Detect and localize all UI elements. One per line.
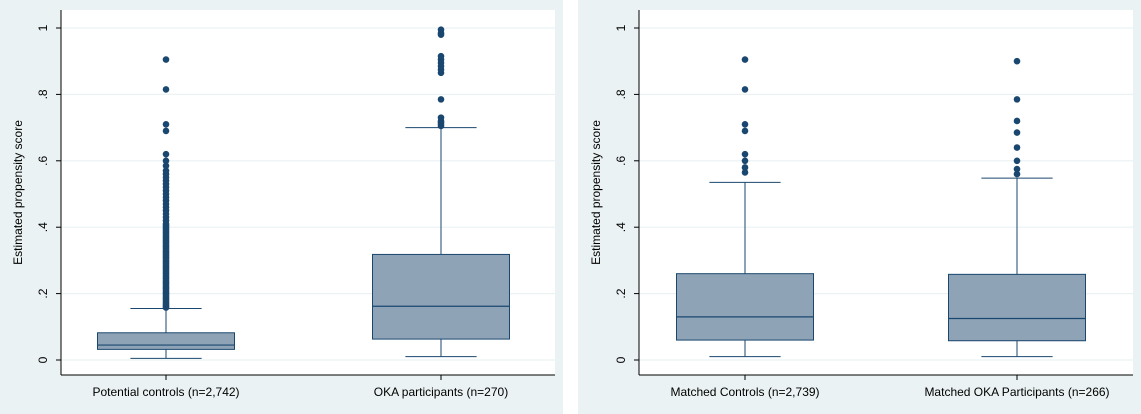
left-chart-box-0-outlier-72 xyxy=(162,120,170,128)
right-chart-box-0-outlier-0 xyxy=(741,169,749,176)
left-chart-box-0-outlier-70 xyxy=(162,150,170,158)
right-chart-box-0-outlier-1 xyxy=(741,164,749,171)
left-chart-x-axis: Potential controls (n=2,742) OKA particip… xyxy=(61,374,555,399)
right-chart-box-1-outlier-1 xyxy=(1013,165,1021,173)
left-chart-y-tick-label-4: .8 xyxy=(36,89,50,99)
right-chart-box-1-outlier-7 xyxy=(1013,57,1021,65)
right-chart-y-tick-label-3: .6 xyxy=(614,155,628,165)
left-chart-y-tick-label-2: .4 xyxy=(36,222,50,232)
left-chart-boxes xyxy=(97,26,510,359)
left-chart-box-0-outlier-73 xyxy=(162,86,170,93)
left-chart-panel: 0 .2 .4 .6 .8 1 Potential controls (n=2,742) O… xyxy=(0,0,563,414)
right-chart-box-0-outlier-7 xyxy=(741,56,749,63)
left-chart-gridlines xyxy=(61,27,555,361)
right-chart-box-1-outlier-4 xyxy=(1013,129,1021,136)
left-chart-category-label-0: Potential controls (n=2,742) xyxy=(92,385,239,399)
left-chart-box-0-outlier-68 xyxy=(162,162,170,170)
left-chart-box-0-outlier-71 xyxy=(162,127,170,135)
left-chart-box-0-iqr-rect xyxy=(97,332,235,350)
right-chart-panel: 0.2.4.6.81 Matched Controls (n=2,739) Mat… xyxy=(578,0,1141,414)
left-chart-box-0-outlier-69 xyxy=(162,157,170,165)
right-chart-box-0-iqr-rect xyxy=(676,273,814,341)
right-chart-box-0-outlier-4 xyxy=(741,127,749,135)
left-chart-box-0-outlier-74 xyxy=(162,56,170,63)
right-chart-y-tick-label-1: .2 xyxy=(614,288,628,298)
left-chart-y-tick-label-5: 1 xyxy=(36,24,50,31)
right-chart-boxes xyxy=(676,56,1086,358)
right-chart-y-axis: 0 .2 .4 .6 .8 1 xyxy=(614,10,640,375)
right-chart-box-0-outlier-2 xyxy=(741,157,749,165)
right-chart-box-1-outlier-6 xyxy=(1013,96,1021,103)
right-chart-box-1-outlier-5 xyxy=(1013,117,1021,125)
left-chart-box-0-outlier-67 xyxy=(162,167,170,175)
left-chart-category-label-1: OKA participants (n=270) xyxy=(374,385,508,399)
right-chart-y-tick-label-0: 0 xyxy=(614,356,628,363)
left-chart-box-1-outlier-11 xyxy=(437,52,445,60)
left-chart-box-group-1 xyxy=(372,26,510,358)
left-chart-y-tick-label-1: .2 xyxy=(36,288,50,298)
right-chart-box-group-1 xyxy=(948,57,1086,358)
right-chart-y-axis-title: Estimated propensity score xyxy=(589,120,603,265)
right-chart-box-0-outlier-5 xyxy=(741,120,749,128)
right-chart-y-tick-label-2: .4 xyxy=(614,222,628,232)
right-chart-box-group-0 xyxy=(676,56,814,358)
left-chart-y-tick-label-3: .6 xyxy=(36,155,50,165)
right-chart-y-tick-label-5: 1 xyxy=(614,24,628,31)
left-chart-box-1-outlier-4 xyxy=(437,114,445,121)
right-chart-category-label-0: Matched Controls (n=2,739) xyxy=(670,385,819,399)
left-chart-box-group-0 xyxy=(97,56,235,359)
left-chart-y-axis-title: Estimated propensity score xyxy=(11,120,25,265)
right-chart-category-label-1: Matched OKA Participants (n=266) xyxy=(924,385,1109,399)
left-chart-y-tick-label-0: 0 xyxy=(36,356,50,363)
left-chart-box-1-outlier-5 xyxy=(437,96,445,103)
right-chart-box-0-outlier-6 xyxy=(741,86,749,93)
left-chart-box-1-outlier-14 xyxy=(437,26,445,33)
right-chart-box-1-iqr-rect xyxy=(948,273,1086,342)
right-chart-box-1-outlier-2 xyxy=(1013,157,1021,165)
right-chart-box-1-outlier-0 xyxy=(1013,170,1021,178)
left-chart-box-1-iqr-rect xyxy=(372,253,510,340)
right-chart-x-axis: Matched Controls (n=2,739) Matched OKA Pa… xyxy=(639,374,1133,399)
left-chart-y-axis: 0 .2 .4 .6 .8 1 xyxy=(36,10,62,375)
right-chart-y-tick-label-4: .8 xyxy=(614,89,628,99)
right-chart-box-0-outlier-3 xyxy=(741,150,749,158)
right-chart-box-1-outlier-3 xyxy=(1013,144,1021,151)
